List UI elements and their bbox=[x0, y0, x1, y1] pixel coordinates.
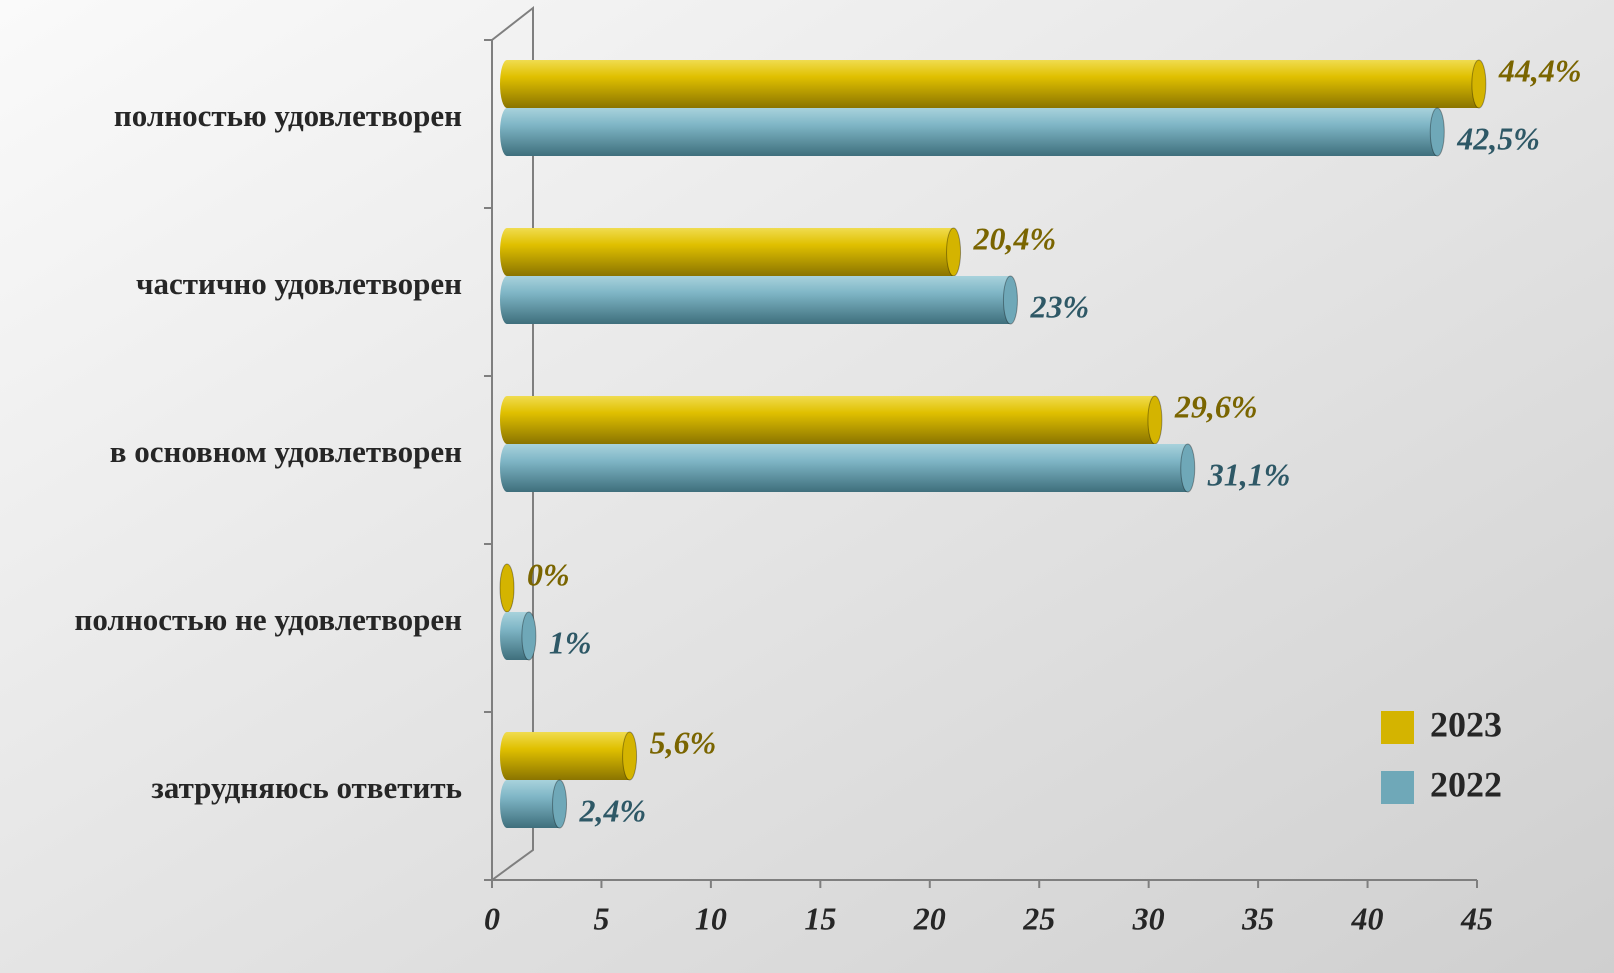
bar-cap bbox=[1147, 395, 1163, 445]
y-tick-label: в основном удовлетворен bbox=[110, 434, 462, 469]
y-tick-label: частично удовлетворен bbox=[136, 266, 462, 301]
bar bbox=[507, 780, 560, 828]
x-tick-label: 40 bbox=[1351, 900, 1384, 936]
x-tick-label: 45 bbox=[1460, 900, 1493, 936]
legend-label: 2022 bbox=[1430, 764, 1502, 804]
bar bbox=[507, 732, 630, 780]
legend-swatch bbox=[1381, 711, 1414, 744]
bar bbox=[507, 228, 954, 276]
x-tick-label: 30 bbox=[1132, 900, 1165, 936]
x-tick-label: 15 bbox=[804, 900, 836, 936]
legend-label: 2023 bbox=[1430, 704, 1502, 744]
bar-cap bbox=[1429, 107, 1445, 157]
value-label: 1% bbox=[549, 624, 592, 660]
bar-cap bbox=[946, 227, 962, 277]
bar-cap bbox=[552, 779, 568, 829]
bar bbox=[507, 60, 1479, 108]
value-label: 2,4% bbox=[579, 792, 647, 828]
bar-cap bbox=[499, 563, 515, 613]
value-label: 29,6% bbox=[1174, 388, 1258, 424]
bar-cap bbox=[521, 611, 537, 661]
bar bbox=[507, 108, 1438, 156]
bar-cap bbox=[1471, 59, 1487, 109]
x-tick-label: 35 bbox=[1241, 900, 1274, 936]
bar-cap bbox=[1002, 275, 1018, 325]
x-tick-label: 10 bbox=[695, 900, 727, 936]
y-tick-label: полностью не удовлетворен bbox=[75, 602, 463, 637]
x-tick-label: 25 bbox=[1022, 900, 1055, 936]
value-label: 44,4% bbox=[1498, 52, 1582, 88]
value-label: 5,6% bbox=[650, 724, 717, 760]
bar-cap bbox=[622, 731, 638, 781]
bar-cap bbox=[1180, 443, 1196, 493]
value-label: 31,1% bbox=[1207, 456, 1291, 492]
bar bbox=[507, 276, 1011, 324]
x-tick-label: 0 bbox=[484, 900, 500, 936]
bar bbox=[507, 444, 1188, 492]
bar bbox=[507, 396, 1155, 444]
axis-frame bbox=[491, 5, 534, 882]
y-tick-label: полностью удовлетворен bbox=[114, 98, 462, 133]
value-label: 23% bbox=[1029, 288, 1089, 324]
x-tick-label: 5 bbox=[593, 900, 609, 936]
value-label: 20,4% bbox=[973, 220, 1057, 256]
value-label: 0% bbox=[527, 556, 570, 592]
legend-swatch bbox=[1381, 771, 1414, 804]
y-tick-label: затрудняюсь ответить bbox=[151, 770, 462, 805]
value-label: 42,5% bbox=[1456, 120, 1540, 156]
x-tick-label: 20 bbox=[913, 900, 946, 936]
